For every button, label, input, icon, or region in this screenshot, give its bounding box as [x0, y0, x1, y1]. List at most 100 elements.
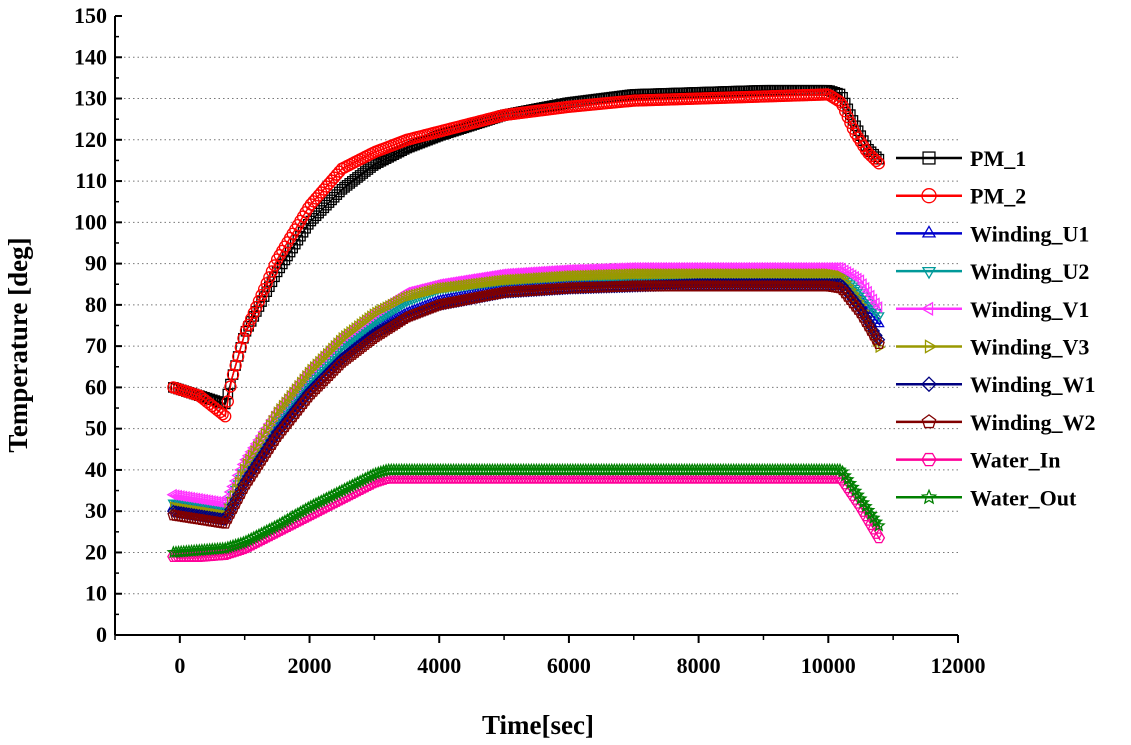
data-point — [258, 450, 271, 462]
data-point — [182, 491, 193, 504]
y-tick-label: 40 — [85, 457, 107, 482]
data-point — [499, 274, 510, 287]
data-point — [289, 386, 300, 399]
data-point — [597, 269, 609, 281]
data-point — [265, 265, 279, 278]
data-point — [826, 268, 837, 281]
legend-item: PM_2 — [896, 184, 1026, 209]
data-point — [556, 270, 567, 283]
data-point — [286, 389, 297, 402]
series-layer — [166, 84, 886, 563]
data-point — [263, 442, 276, 454]
data-point — [408, 289, 419, 302]
data-point — [460, 279, 471, 292]
legend-marker — [922, 151, 936, 165]
data-point — [403, 309, 416, 322]
data-point — [543, 271, 554, 284]
data-point — [476, 277, 487, 290]
data-point — [821, 268, 832, 280]
data-point — [418, 286, 430, 299]
data-point — [836, 99, 849, 112]
legend-item: Water_In — [896, 448, 1060, 473]
x-tick-label: 0 — [174, 653, 185, 678]
legend-marker — [921, 266, 937, 280]
data-point — [176, 490, 188, 503]
data-point — [579, 269, 590, 282]
data-point — [416, 287, 427, 300]
data-point — [400, 310, 413, 323]
x-tick-label: 2000 — [288, 653, 332, 678]
data-point — [307, 385, 320, 397]
data-point — [750, 268, 762, 280]
data-point — [473, 277, 484, 290]
data-point — [330, 339, 341, 352]
data-point — [862, 320, 875, 332]
data-point — [787, 268, 798, 280]
data-point — [691, 268, 702, 280]
data-point — [224, 507, 237, 519]
legend-marker — [920, 301, 934, 316]
data-point — [239, 463, 251, 475]
y-tick-label: 0 — [96, 622, 107, 647]
data-point — [219, 410, 232, 423]
data-point — [192, 492, 203, 505]
legend-item: Water_Out — [896, 485, 1077, 510]
data-point — [538, 271, 549, 284]
data-point — [444, 281, 456, 294]
data-point — [551, 270, 562, 283]
data-point — [255, 436, 266, 449]
data-point — [854, 306, 867, 319]
data-point — [805, 268, 816, 280]
data-point — [166, 504, 180, 518]
data-point — [489, 275, 500, 288]
series-winding-w2 — [167, 279, 885, 529]
data-point — [328, 342, 339, 355]
x-axis-title: Time[sec] — [482, 710, 594, 740]
data-point — [756, 268, 767, 280]
data-point — [421, 303, 434, 315]
data-point — [325, 366, 338, 379]
data-point — [810, 268, 821, 280]
y-tick-label: 20 — [85, 539, 107, 564]
series-pm-1 — [168, 84, 885, 410]
data-point — [844, 116, 857, 130]
data-point — [789, 268, 801, 280]
data-point — [255, 454, 268, 466]
data-point — [439, 281, 450, 294]
data-point — [322, 347, 334, 360]
y-tick-label: 120 — [74, 127, 107, 152]
data-point — [210, 495, 221, 508]
data-point — [525, 272, 536, 285]
data-point — [302, 391, 315, 403]
data-point — [174, 490, 185, 502]
legend-marker — [921, 188, 937, 204]
data-point — [649, 268, 661, 280]
data-point — [470, 278, 482, 290]
data-point — [242, 318, 255, 331]
legend-label: Winding_V1 — [970, 297, 1089, 322]
data-point — [784, 268, 795, 280]
data-point — [763, 268, 775, 280]
data-point — [590, 269, 601, 282]
series-pm-2 — [167, 88, 886, 423]
data-point — [424, 302, 437, 314]
data-point — [815, 268, 827, 280]
axes — [114, 15, 959, 643]
data-point — [758, 268, 769, 280]
y-tick-label: 60 — [85, 374, 107, 399]
data-point — [265, 419, 277, 431]
data-point — [411, 306, 424, 319]
data-point — [621, 268, 632, 281]
data-point — [559, 270, 570, 283]
data-point — [232, 350, 245, 363]
data-point — [216, 408, 229, 421]
data-point — [491, 275, 502, 288]
legend-item: Winding_U1 — [896, 221, 1089, 246]
data-point — [680, 268, 692, 280]
data-point — [496, 274, 507, 287]
data-point — [748, 268, 759, 280]
y-tick-label: 130 — [74, 86, 107, 111]
data-point — [478, 277, 489, 289]
data-point — [325, 345, 336, 357]
data-point — [867, 328, 880, 341]
